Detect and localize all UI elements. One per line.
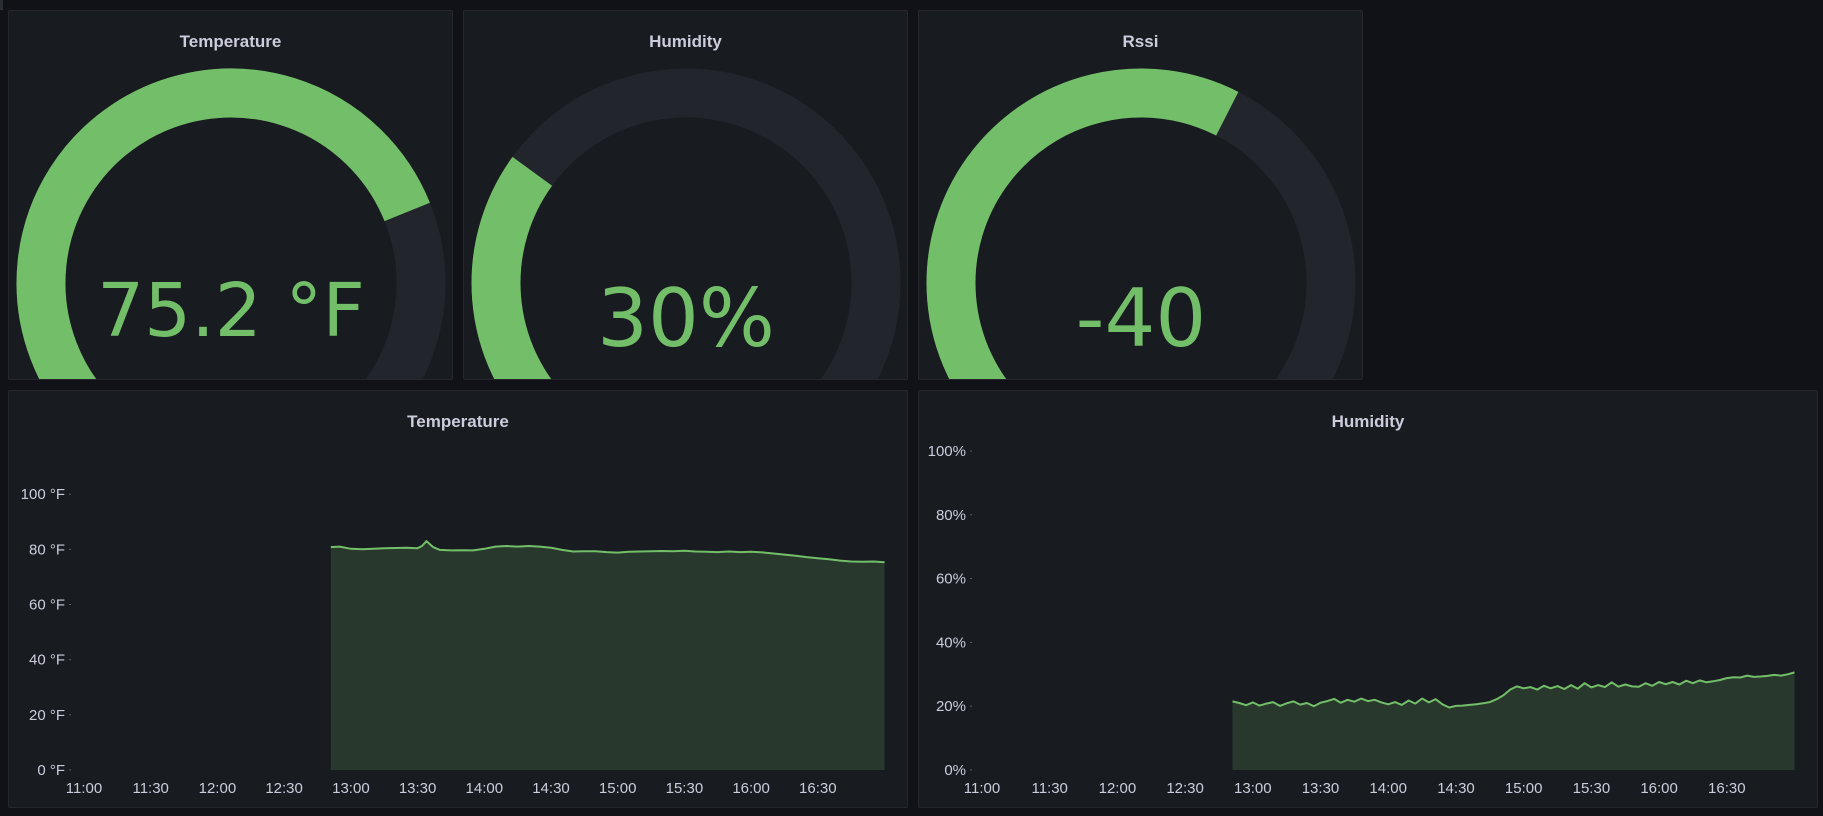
x-tick-label: 16:30	[1708, 780, 1746, 797]
y-tick-label: 0 °F	[37, 762, 65, 779]
gauge-panel-rssi[interactable]: Rssi -40	[918, 10, 1363, 380]
x-tick-label: 13:00	[1234, 780, 1272, 797]
x-tick-label: 13:30	[399, 780, 437, 797]
x-tick-label: 15:00	[1505, 780, 1543, 797]
gauge-fill	[471, 156, 553, 379]
x-tick-label: 15:30	[666, 780, 704, 797]
panel-title[interactable]: Humidity	[649, 32, 722, 51]
temperature-gauge: 75.2 °F	[16, 68, 446, 379]
y-tick-label: 0%	[944, 762, 966, 779]
x-tick-label: 14:00	[1369, 780, 1407, 797]
y-tick-label: 60%	[936, 571, 966, 588]
timeseries-panel-humidity[interactable]: Humidity 0% 20% 40% 60% 80% 100% 11:00 11:30 12:…	[918, 390, 1818, 808]
panel-title[interactable]: Humidity	[1331, 412, 1405, 431]
series-line[interactable]	[330, 540, 885, 564]
series-area	[1232, 672, 1795, 770]
y-tick-label: 20 °F	[29, 707, 65, 724]
gauge-fill	[16, 68, 430, 379]
panel-title[interactable]: Temperature	[407, 412, 509, 431]
x-tick-label: 14:00	[466, 780, 504, 797]
y-tick-label: 20%	[936, 698, 966, 715]
y-tick-label: 80 °F	[29, 541, 65, 558]
panel-title[interactable]: Rssi	[1122, 32, 1159, 51]
x-tick-label: 13:30	[1302, 780, 1340, 797]
series-line[interactable]	[1232, 671, 1795, 709]
x-tick-label: 15:00	[599, 780, 637, 797]
y-tick-label: 100%	[928, 443, 966, 460]
timeseries-panel-temperature[interactable]: Temperature 0 °F 20 °F 40 °F 60 °F 80 °F 100 …	[8, 390, 908, 808]
x-tick-label: 14:30	[532, 780, 570, 797]
y-tick-label: 40%	[936, 634, 966, 651]
y-tick-label: 60 °F	[29, 597, 65, 614]
x-tick-label: 16:30	[799, 780, 837, 797]
humidity-timeseries-chart[interactable]: 0% 20% 40% 60% 80% 100% 11:00 11:30 12:00 12:30 13…	[919, 391, 1818, 808]
series-area	[330, 541, 885, 770]
x-tick-label: 11:00	[964, 780, 1000, 797]
x-tick-label: 11:30	[132, 780, 168, 797]
y-tick-label: 80%	[936, 507, 966, 524]
x-tick-label: 16:00	[1640, 780, 1678, 797]
y-tick-label: 100 °F	[21, 486, 65, 503]
gauge-panel-humidity[interactable]: Humidity 30%	[463, 10, 908, 380]
y-tick-label: 40 °F	[29, 652, 65, 669]
x-tick-label: 14:30	[1437, 780, 1475, 797]
gauge-value: 30%	[597, 272, 775, 365]
x-tick-label: 16:00	[732, 780, 770, 797]
x-tick-label: 12:30	[265, 780, 303, 797]
x-tick-label: 11:30	[1031, 780, 1067, 797]
x-tick-label: 11:00	[66, 780, 102, 797]
x-tick-label: 12:00	[199, 780, 237, 797]
x-tick-label: 12:00	[1099, 780, 1137, 797]
gauge-value: 75.2 °F	[97, 268, 365, 354]
gauge-panel-temperature[interactable]: Temperature 75.2 °F	[8, 10, 453, 380]
panel-title[interactable]: Temperature	[179, 32, 282, 51]
gauge-value: -40	[1076, 272, 1207, 365]
gauge-fill	[926, 68, 1239, 379]
humidity-gauge: 30%	[471, 68, 901, 379]
rssi-gauge: -40	[926, 68, 1356, 379]
x-tick-label: 12:30	[1166, 780, 1204, 797]
x-tick-label: 15:30	[1573, 780, 1611, 797]
x-tick-label: 13:00	[332, 780, 370, 797]
corner-resize-handle	[0, 0, 3, 10]
temperature-timeseries-chart[interactable]: 0 °F 20 °F 40 °F 60 °F 80 °F 100 °F 11:00 11:30…	[9, 391, 908, 808]
